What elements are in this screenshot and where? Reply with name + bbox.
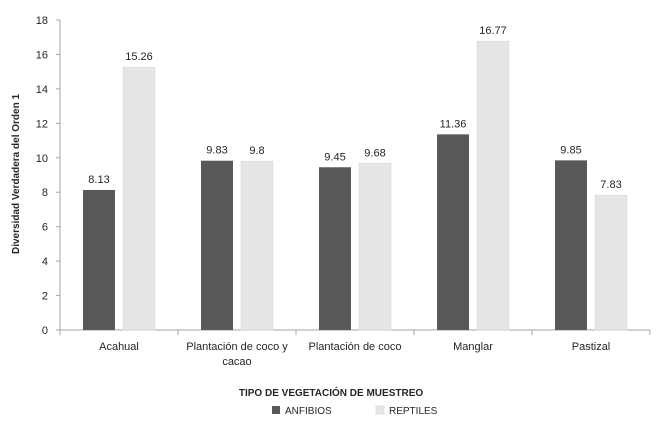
data-label: 16.77 bbox=[479, 25, 507, 37]
data-label: 11.36 bbox=[440, 118, 467, 130]
y-tick-label: 0 bbox=[42, 325, 48, 337]
y-tick-label: 2 bbox=[42, 291, 48, 303]
x-tick-label: Plantación de coco y cacao bbox=[186, 341, 288, 368]
y-tick-label: 12 bbox=[36, 118, 48, 130]
y-tick-label: 16 bbox=[36, 49, 48, 61]
x-tick-label: Manglar bbox=[453, 341, 493, 353]
data-label: 9.85 bbox=[560, 144, 581, 156]
y-tick-label: 6 bbox=[42, 222, 48, 234]
legend-label-anfibios: ANFIBIOS bbox=[285, 406, 332, 417]
bar-anfibios-1 bbox=[83, 189, 115, 330]
data-label: 9.68 bbox=[364, 147, 385, 159]
bar-anfibios-3 bbox=[319, 167, 351, 330]
data-label: 7.83 bbox=[600, 179, 621, 191]
bar-reptiles-1 bbox=[122, 66, 156, 331]
x-tick-label: Plantación de coco bbox=[309, 341, 402, 353]
data-label: 9.8 bbox=[249, 145, 264, 157]
y-tick-label: 14 bbox=[36, 84, 48, 96]
axes: 0 2 4 6 8 10 12 14 16 18 Acahual Plantación de coco… bbox=[36, 15, 651, 368]
bar-reptiles-5 bbox=[594, 194, 628, 331]
y-tick-label: 4 bbox=[42, 256, 48, 268]
data-labels: 8.13 15.26 9.83 9.8 9.45 9.68 11.36 16.77 9.85 7.… bbox=[88, 25, 621, 191]
y-axis-title: Diversidad Verdadera del Orden 1 bbox=[11, 94, 22, 255]
legend-swatch-anfibios bbox=[272, 406, 280, 414]
x-tick-label: Acahual bbox=[99, 341, 139, 353]
y-tick-label: 10 bbox=[36, 153, 48, 165]
x-axis-title: TIPO DE VEGETACIÓN DE MUESTREO bbox=[239, 386, 423, 399]
bar-anfibios-2 bbox=[201, 160, 233, 330]
y-tick-label: 18 bbox=[36, 15, 48, 27]
bar-anfibios-5 bbox=[555, 160, 587, 330]
y-tick-label: 8 bbox=[42, 187, 48, 199]
data-label: 15.26 bbox=[125, 51, 153, 63]
bar-reptiles-3 bbox=[358, 162, 392, 331]
legend-swatch-reptiles bbox=[375, 405, 385, 415]
bar-anfibios-4 bbox=[437, 134, 469, 330]
data-label: 9.45 bbox=[324, 151, 345, 163]
data-label: 9.83 bbox=[206, 145, 227, 157]
bar-reptiles-2 bbox=[240, 160, 274, 331]
legend: ANFIBIOS REPTILES bbox=[272, 405, 438, 417]
legend-label-reptiles: REPTILES bbox=[389, 406, 438, 417]
x-tick-label: Pastizal bbox=[572, 341, 611, 353]
data-label: 8.13 bbox=[88, 174, 109, 186]
bars bbox=[83, 40, 628, 331]
bar-reptiles-4 bbox=[476, 40, 510, 331]
